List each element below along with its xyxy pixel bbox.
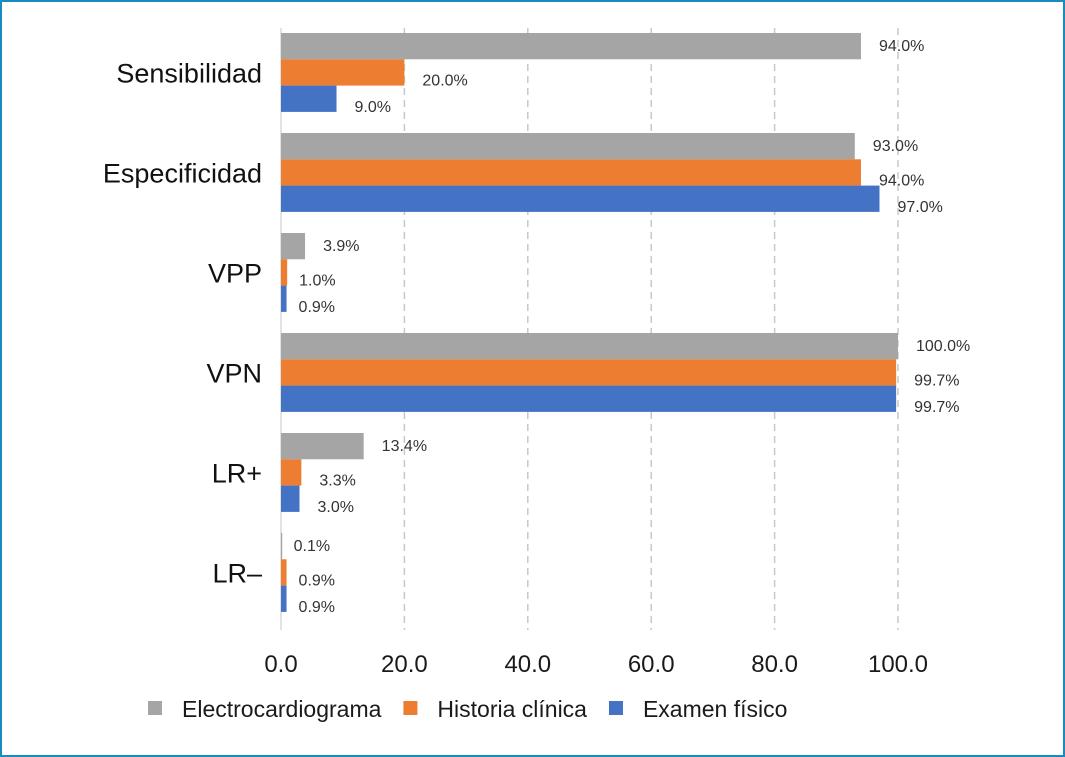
bar-historia-cl-nica-0: [281, 59, 405, 86]
bar-examen-f-sico-3: [281, 385, 897, 412]
x-tick-label: 100.0: [868, 651, 928, 678]
bar-examen-f-sico-0: [281, 85, 337, 112]
bar-electrocardiograma-1: [281, 133, 855, 160]
data-label: 0.1%: [294, 538, 330, 555]
data-label: 9.0%: [355, 99, 391, 116]
data-label: 3.3%: [319, 472, 355, 489]
bar-historia-cl-nica-4: [281, 459, 302, 486]
data-label: 3.9%: [323, 238, 359, 255]
data-label: 94.0%: [879, 172, 924, 189]
data-label: 1.0%: [299, 272, 335, 289]
legend-label: Electrocardiograma: [182, 696, 382, 722]
category-label: Sensibilidad: [116, 58, 262, 88]
category-label: VPN: [206, 358, 262, 388]
x-tick-label: 20.0: [381, 651, 428, 678]
x-tick-label: 0.0: [264, 651, 297, 678]
data-label: 100.0%: [916, 338, 970, 355]
category-labels: Sensibilidad Especificidad VPP VPN LR+ LR–: [103, 58, 262, 588]
category-label: LR+: [212, 458, 262, 488]
x-tick-label: 60.0: [628, 651, 675, 678]
legend-swatch-0: [148, 701, 162, 715]
bar-historia-cl-nica-2: [281, 259, 288, 286]
x-tick-label: 80.0: [751, 651, 798, 678]
bar-electrocardiograma-4: [281, 433, 364, 460]
bar-examen-f-sico-5: [281, 585, 287, 612]
bar-examen-f-sico-1: [281, 185, 880, 212]
bar-electrocardiograma-0: [281, 33, 861, 60]
bar-historia-cl-nica-5: [281, 559, 287, 586]
bar-examen-f-sico-4: [281, 485, 300, 512]
data-label: 97.0%: [897, 199, 942, 216]
data-label: 13.4%: [382, 438, 427, 455]
category-label: VPP: [208, 258, 262, 288]
data-label: 0.9%: [299, 599, 335, 616]
data-label: 94.0%: [879, 38, 924, 55]
data-label: 93.0%: [873, 138, 918, 155]
bar-electrocardiograma-5: [281, 533, 283, 560]
legend-swatch-2: [608, 701, 623, 715]
category-label: Especificidad: [103, 158, 262, 188]
legend-label: Historia clínica: [437, 696, 587, 722]
data-label: 99.7%: [914, 372, 959, 389]
value-labels: 94.0% 20.0% 9.0% 93.0% 94.0% 97.0% 3.9% 1.0% 0.9…: [294, 38, 971, 616]
legend-label: Examen físico: [643, 696, 787, 722]
data-label: 0.9%: [299, 572, 335, 589]
x-tick-label: 40.0: [504, 651, 551, 678]
legend-swatch-1: [403, 701, 418, 715]
bars: [281, 33, 898, 612]
legend: Electrocardiograma Historia clínica Examen…: [148, 696, 787, 722]
data-label: 3.0%: [318, 499, 354, 516]
bar-historia-cl-nica-3: [281, 359, 897, 386]
bar-electrocardiograma-3: [281, 333, 898, 360]
data-label: 0.9%: [299, 299, 335, 316]
data-label: 99.7%: [914, 399, 959, 416]
x-axis-ticks: 0.0 20.0 40.0 60.0 80.0 100.0: [264, 651, 928, 678]
data-label: 20.0%: [422, 72, 467, 89]
gridlines: [280, 28, 899, 630]
bar-historia-cl-nica-1: [281, 159, 861, 186]
bar-examen-f-sico-2: [281, 285, 287, 312]
bar-electrocardiograma-2: [281, 233, 306, 260]
category-label: LR–: [212, 558, 262, 588]
